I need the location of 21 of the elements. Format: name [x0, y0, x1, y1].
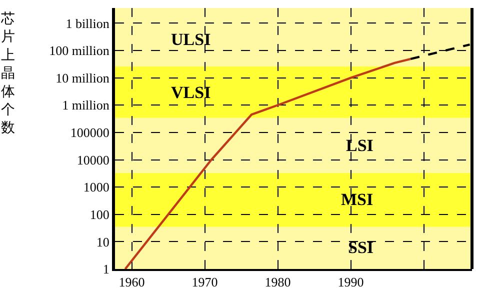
line-series — [124, 58, 412, 269]
y-tick-label: 100 million — [49, 43, 110, 58]
y-tick-label: 10 million — [56, 70, 110, 86]
y-tick-label: 100000 — [70, 124, 110, 140]
band-label: SSI — [348, 238, 374, 257]
x-tick-label: 1980 — [264, 274, 291, 290]
y-tick-label: 100 — [90, 206, 110, 222]
band-label: VLSI — [171, 83, 212, 102]
y-tick-label: 10000 — [76, 152, 110, 168]
y-tick-label: 1 billion — [66, 16, 110, 31]
x-tick-label: 1970 — [192, 274, 218, 290]
y-tick-label: 10 — [96, 234, 110, 250]
y-tick-label: 1 — [102, 262, 110, 277]
y-axis-title: 芯片上晶体个数 — [0, 11, 15, 136]
y-tick-label: 1000 — [83, 180, 110, 195]
band-label: MSI — [341, 190, 374, 209]
x-tick-label: 1990 — [338, 274, 364, 290]
y-tick-label: 1 million — [62, 98, 110, 113]
x-tick-label: 1960 — [118, 274, 145, 290]
band-label: LSI — [346, 136, 374, 155]
band-label: ULSI — [171, 30, 212, 49]
